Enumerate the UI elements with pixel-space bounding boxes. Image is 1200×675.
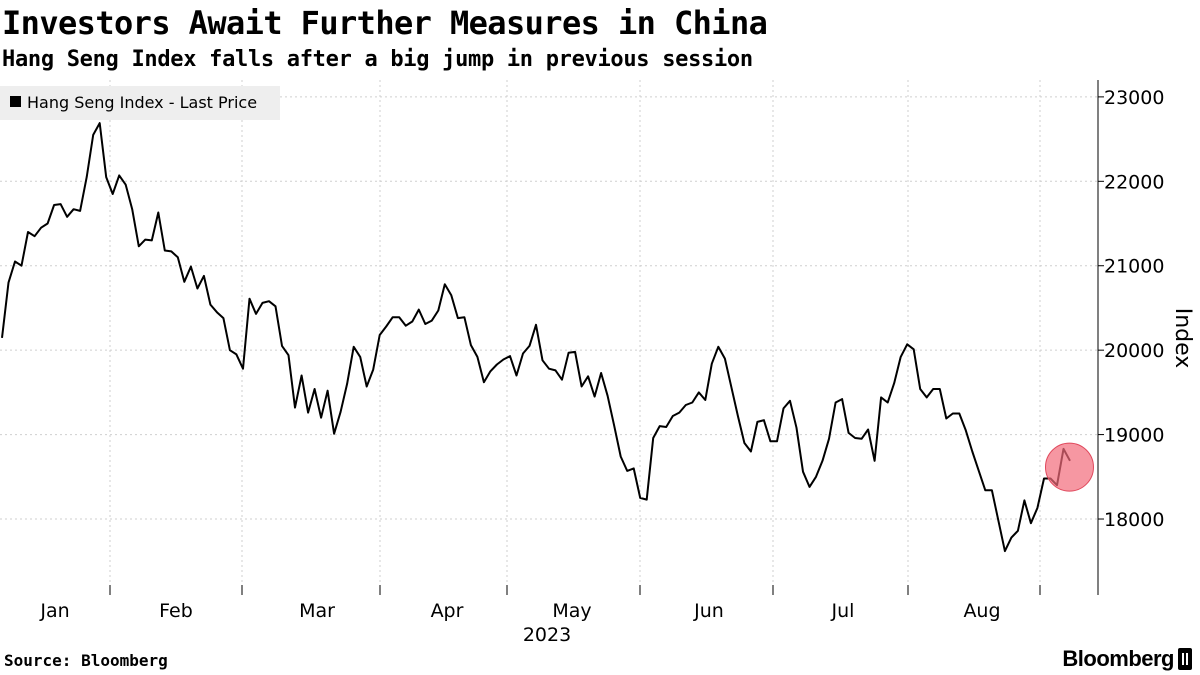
y-tick-label: 23000 xyxy=(1104,87,1164,109)
x-tick-label: Apr xyxy=(431,600,464,622)
bloomberg-terminal-icon xyxy=(1178,648,1192,670)
y-tick-label: 21000 xyxy=(1104,256,1164,278)
chart-subtitle: Hang Seng Index falls after a big jump i… xyxy=(2,47,753,72)
legend: Hang Seng Index - Last Price xyxy=(0,86,280,120)
x-tick-label: Jun xyxy=(693,600,724,622)
chart-title: Investors Await Further Measures in Chin… xyxy=(2,4,768,42)
source-note: Source: Bloomberg xyxy=(4,651,168,670)
series-layer xyxy=(1,122,1071,553)
highlight-layer xyxy=(1044,442,1094,492)
brand-logo: Bloomberg xyxy=(1062,645,1192,673)
y-tick-label: 22000 xyxy=(1104,171,1164,193)
x-year-label: 2023 xyxy=(523,624,571,646)
x-tick-label: Jul xyxy=(831,600,855,622)
y-axis-label: Index xyxy=(1170,308,1195,369)
brand-name: Bloomberg xyxy=(1062,646,1174,671)
legend-label: Hang Seng Index - Last Price xyxy=(27,93,257,112)
highlight-circle xyxy=(1044,442,1094,492)
x-tick-label: Mar xyxy=(299,600,335,622)
series-line-hang-seng xyxy=(1,122,1071,553)
data-points xyxy=(2,123,1070,551)
y-tick-label: 20000 xyxy=(1104,340,1164,362)
x-tick-label: Jan xyxy=(39,600,69,622)
axes: 18000 19000 20000 21000 22000 23000 Jan Feb Mar A… xyxy=(39,80,1195,646)
x-tick-label: Feb xyxy=(159,600,193,622)
gridlines xyxy=(0,80,1098,595)
legend-box xyxy=(0,86,280,120)
y-tick-label: 19000 xyxy=(1104,425,1164,447)
x-tick-label: May xyxy=(552,600,591,622)
y-tick-label: 18000 xyxy=(1104,509,1164,531)
x-tick-label: Aug xyxy=(963,600,1000,622)
legend-swatch xyxy=(10,96,21,107)
